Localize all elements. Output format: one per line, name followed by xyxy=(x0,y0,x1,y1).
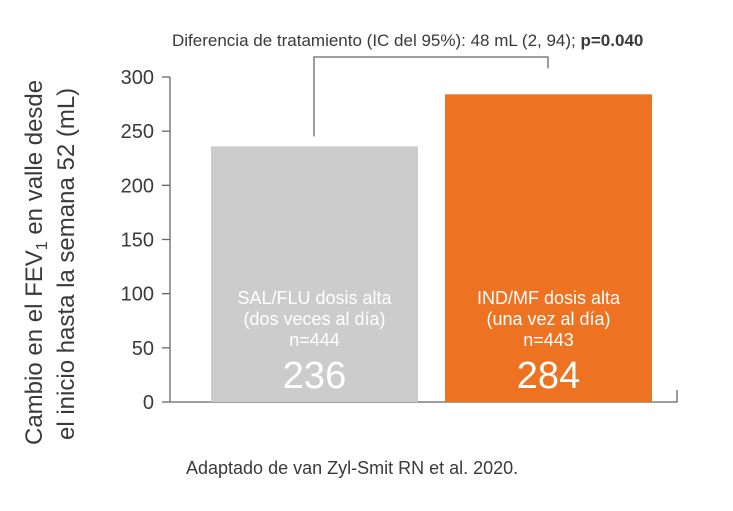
y-tick-label: 250 xyxy=(121,121,154,143)
source-note: Adaptado de van Zyl-Smit RN et al. 2020. xyxy=(186,458,518,478)
bar-label-line1: IND/MF dosis alta xyxy=(477,288,621,308)
bar-value-label: 236 xyxy=(283,355,346,397)
bar xyxy=(445,94,652,402)
comparison-bracket xyxy=(313,56,549,137)
bar-label-line2: (dos veces al día) xyxy=(243,309,385,329)
y-tick-label: 200 xyxy=(121,175,154,197)
bar-n-label: n=443 xyxy=(523,330,574,350)
bar-label-line2: (una vez al día) xyxy=(486,309,610,329)
y-axis-label-line1: Cambio en el FEV1 en valle desde xyxy=(21,80,51,445)
bar-label-line1: SAL/FLU dosis alta xyxy=(237,288,392,308)
y-tick-label: 0 xyxy=(143,392,154,414)
y-tick-label: 100 xyxy=(121,284,154,306)
treatment-difference-annotation: Diferencia de tratamiento (IC del 95%): … xyxy=(172,31,643,50)
bar xyxy=(211,146,418,402)
y-axis-label-line2: el inicio hasta la semana 52 (mL) xyxy=(53,88,80,440)
y-tick-label: 150 xyxy=(121,230,154,252)
bars: SAL/FLU dosis alta(dos veces al día)n=44… xyxy=(211,94,652,402)
bar-value-label: 284 xyxy=(517,355,580,397)
y-tick-label: 50 xyxy=(132,338,154,360)
y-axis-ticks: 0 50 100 150 200 250 300 xyxy=(121,67,170,414)
y-axis-label: Cambio en el FEV1 en valle desde el inic… xyxy=(21,80,80,445)
y-tick-label: 300 xyxy=(121,67,154,89)
bar-n-label: n=444 xyxy=(289,330,340,350)
